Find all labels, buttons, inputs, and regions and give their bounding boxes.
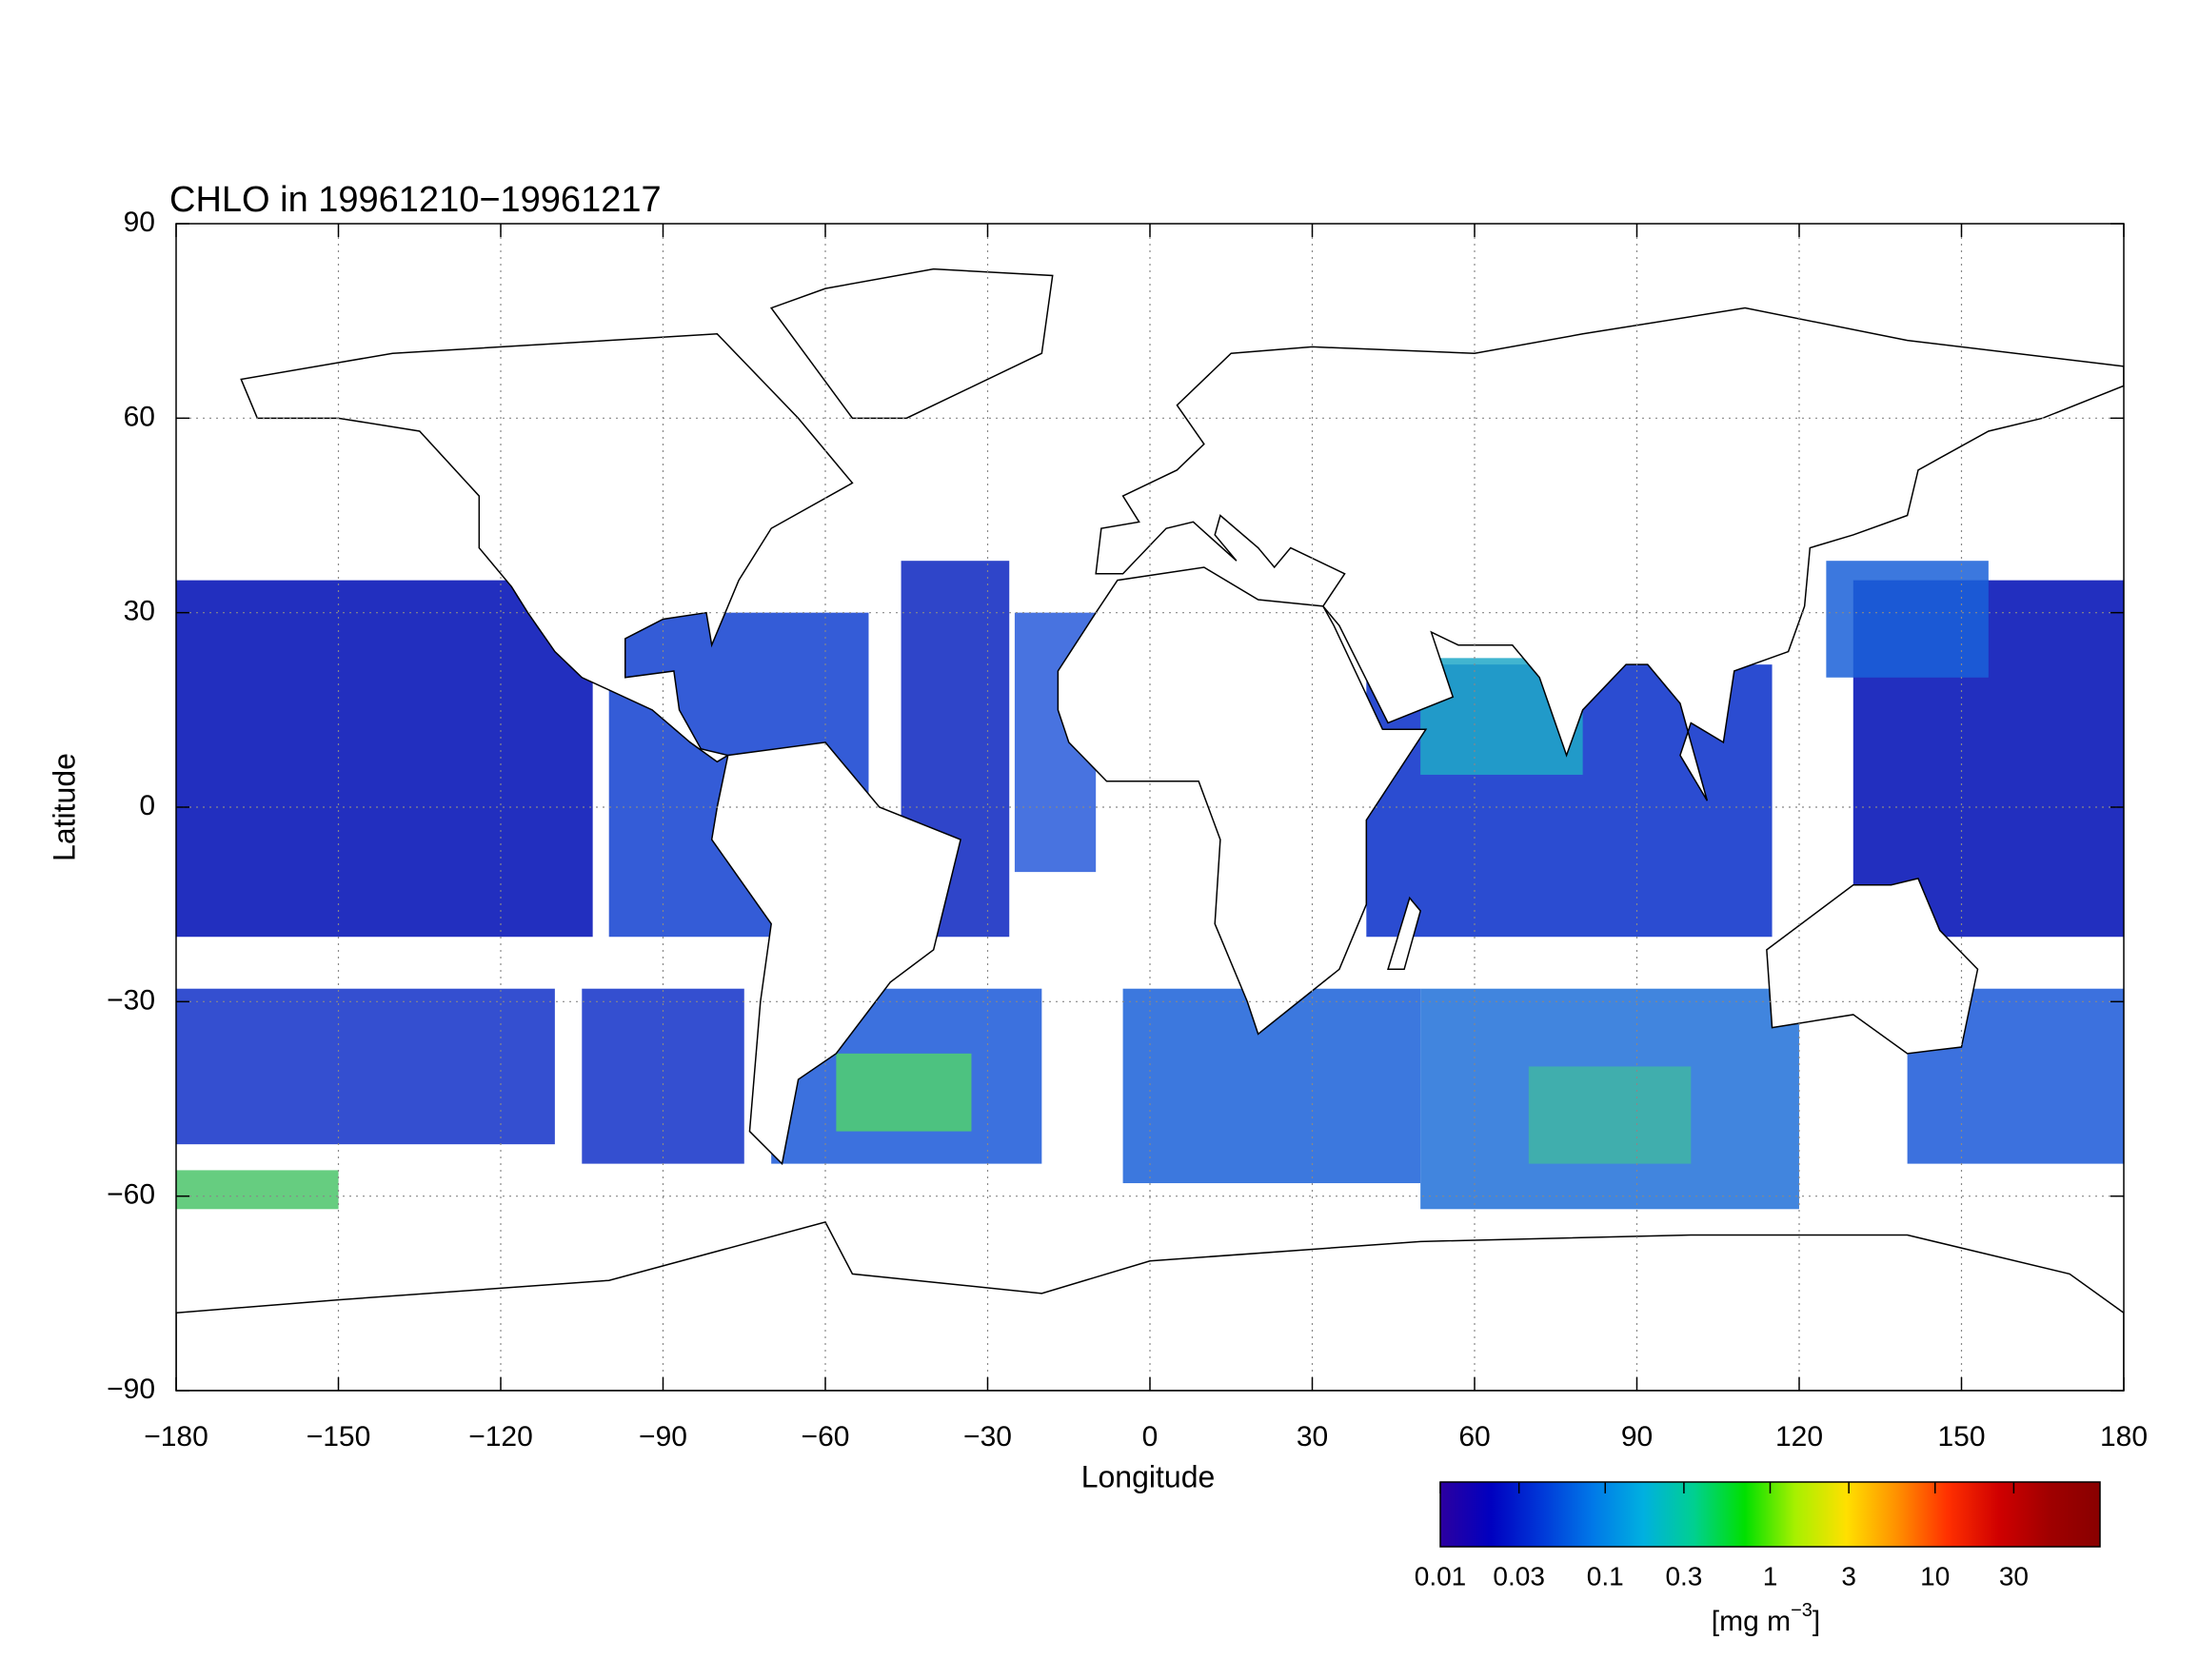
grid-layer	[175, 223, 2125, 1392]
coverage-patch	[836, 1053, 972, 1132]
y-tick-label: −30	[107, 984, 155, 1016]
unit-close: ]	[1813, 1606, 1820, 1637]
map-title: CHLO in 19961210−19961217	[169, 180, 662, 220]
x-tick-label: −90	[639, 1421, 687, 1453]
colorbar-tick-label: 10	[1920, 1561, 1950, 1591]
y-axis-label: Latitude	[47, 753, 81, 861]
y-tick-label: −90	[107, 1374, 155, 1405]
ocean-coverage	[176, 561, 2124, 1210]
australia	[1767, 879, 1978, 1054]
x-tick-label: 60	[1458, 1421, 1490, 1453]
x-tick-label: 90	[1621, 1421, 1653, 1453]
x-tick-label: 180	[2100, 1421, 2148, 1453]
colorbar-tick-label: 3	[1841, 1561, 1856, 1591]
colorbar-tick-label: 0.3	[1665, 1561, 1702, 1591]
x-tick-label: 120	[1775, 1421, 1823, 1453]
x-tick-label: 30	[1297, 1421, 1328, 1453]
greenland	[771, 269, 1053, 419]
madagascar	[1388, 898, 1420, 969]
colorbar-tick-label: 0.03	[1493, 1561, 1545, 1591]
x-tick-label: −60	[802, 1421, 850, 1453]
x-tick-label: −180	[144, 1421, 208, 1453]
unit-exponent: −3	[1791, 1600, 1813, 1621]
x-tick-label: −30	[963, 1421, 1012, 1453]
coverage-patch	[1528, 1066, 1692, 1164]
colorbar-unit: [mg m−3]	[1712, 1600, 1821, 1637]
y-tick-label: 60	[124, 401, 155, 432]
y-tick-label: 0	[139, 790, 155, 821]
coverage-patch	[1826, 561, 1989, 678]
colorbar-tick-label: 0.01	[1415, 1561, 1467, 1591]
x-tick-label: 0	[1142, 1421, 1159, 1453]
unit-text: [mg m	[1712, 1606, 1791, 1637]
coverage-patch	[176, 1170, 339, 1210]
eurasia	[1096, 308, 2124, 801]
coverage-patch	[176, 988, 555, 1145]
south-america	[712, 742, 961, 1164]
x-tick-label: 150	[1937, 1421, 1985, 1453]
colorbar-tick-label: 1	[1763, 1561, 1778, 1591]
x-tick-label: −120	[468, 1421, 533, 1453]
colorbar-tick-label: 0.1	[1587, 1561, 1624, 1591]
north-america	[241, 334, 852, 762]
coverage-patch	[176, 580, 593, 938]
y-tick-label: 90	[124, 207, 155, 238]
x-tick-label: −150	[307, 1421, 371, 1453]
y-tick-label: 30	[124, 596, 155, 627]
axes-frame	[175, 223, 2125, 1392]
y-tick-label: −60	[107, 1179, 155, 1211]
x-axis-label: Longitude	[1081, 1459, 1216, 1493]
colorbar-tick-label: 30	[1999, 1561, 2029, 1591]
